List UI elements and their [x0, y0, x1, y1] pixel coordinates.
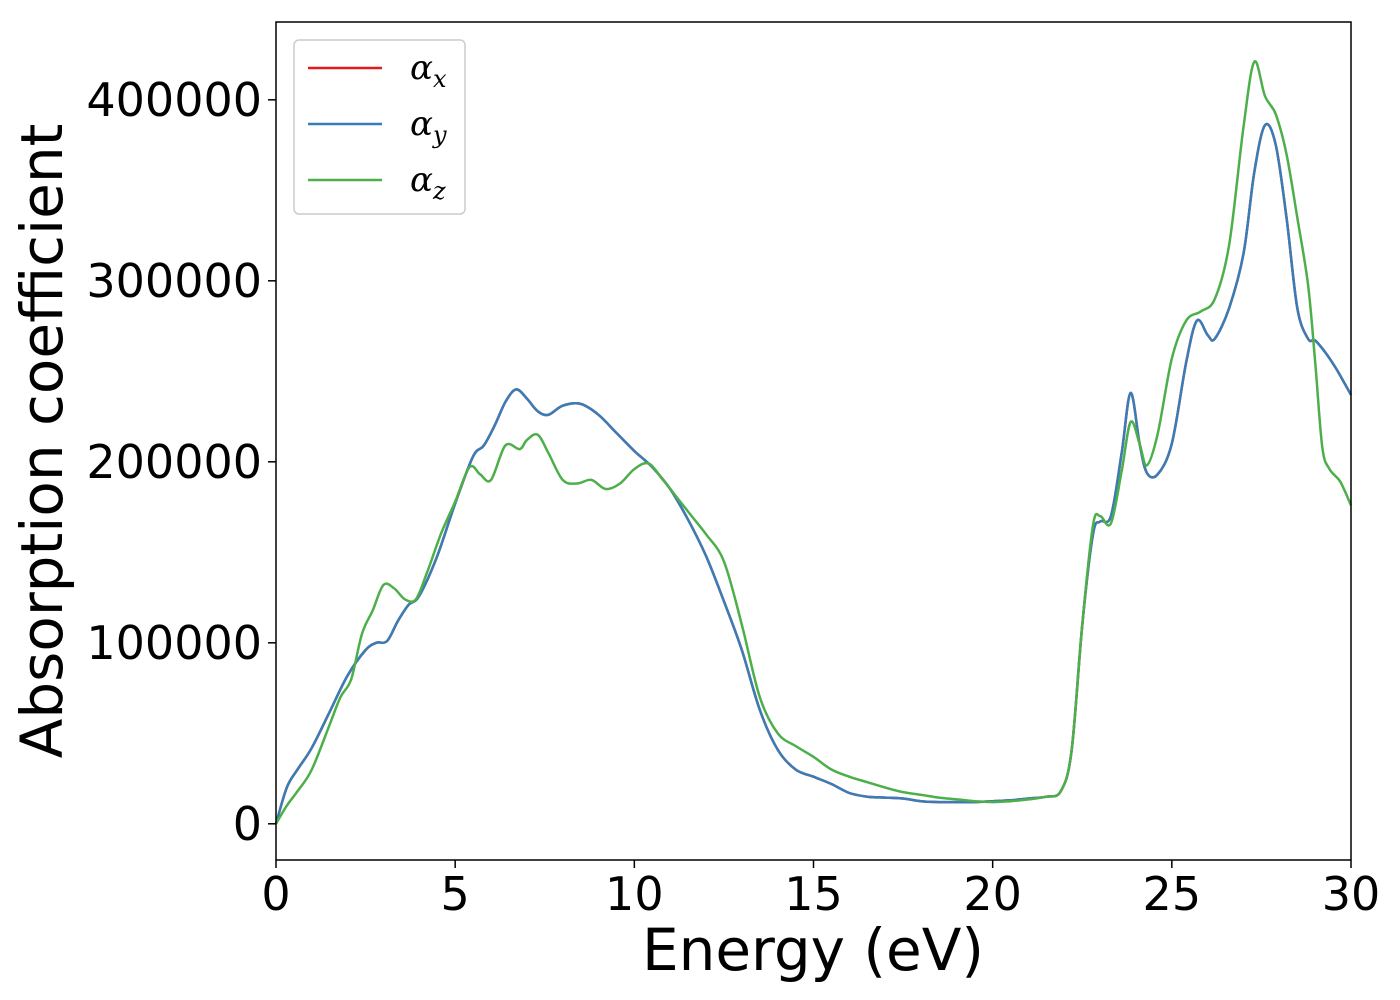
x-axis-label: Energy (eV) [642, 916, 984, 984]
legend-entry-y-sub: y [432, 121, 447, 149]
legend-entry-z-sub: z [432, 177, 446, 205]
legend-entry-x-name: α [410, 48, 433, 88]
y-tick-label: 300000 [86, 254, 262, 308]
legend: αx αy αz [293, 39, 466, 215]
x-tick-label: 30 [1322, 867, 1381, 921]
y-tick-label: 200000 [86, 435, 262, 489]
series-line-alpha-z [274, 60, 1353, 825]
legend-entry-y-name: α [410, 104, 433, 144]
legend-entry-z: αz [410, 160, 446, 205]
x-tick-label: 15 [784, 867, 843, 921]
legend-entry-z-name: α [410, 160, 433, 200]
y-tick-label: 100000 [86, 616, 262, 670]
legend-box [293, 39, 466, 215]
x-tick-label: 5 [441, 867, 470, 921]
x-tick-label: 10 [605, 867, 664, 921]
x-tick-label: 25 [1143, 867, 1202, 921]
plot-frame [275, 21, 1352, 861]
y-tick-label: 400000 [86, 73, 262, 127]
tick-layer: 0 5 10 15 20 25 30 0 100000 200000 300000 400000 [86, 73, 1380, 921]
legend-entry-x: αx [410, 48, 447, 93]
x-tick-label: 0 [261, 867, 290, 921]
y-axis-label: Absorption coefficient [8, 124, 76, 759]
series-layer [274, 60, 1353, 825]
legend-entry-x-sub: x [433, 65, 447, 93]
legend-entry-y: αy [410, 104, 447, 149]
y-tick-label: 0 [233, 797, 262, 851]
x-tick-label: 20 [963, 867, 1022, 921]
